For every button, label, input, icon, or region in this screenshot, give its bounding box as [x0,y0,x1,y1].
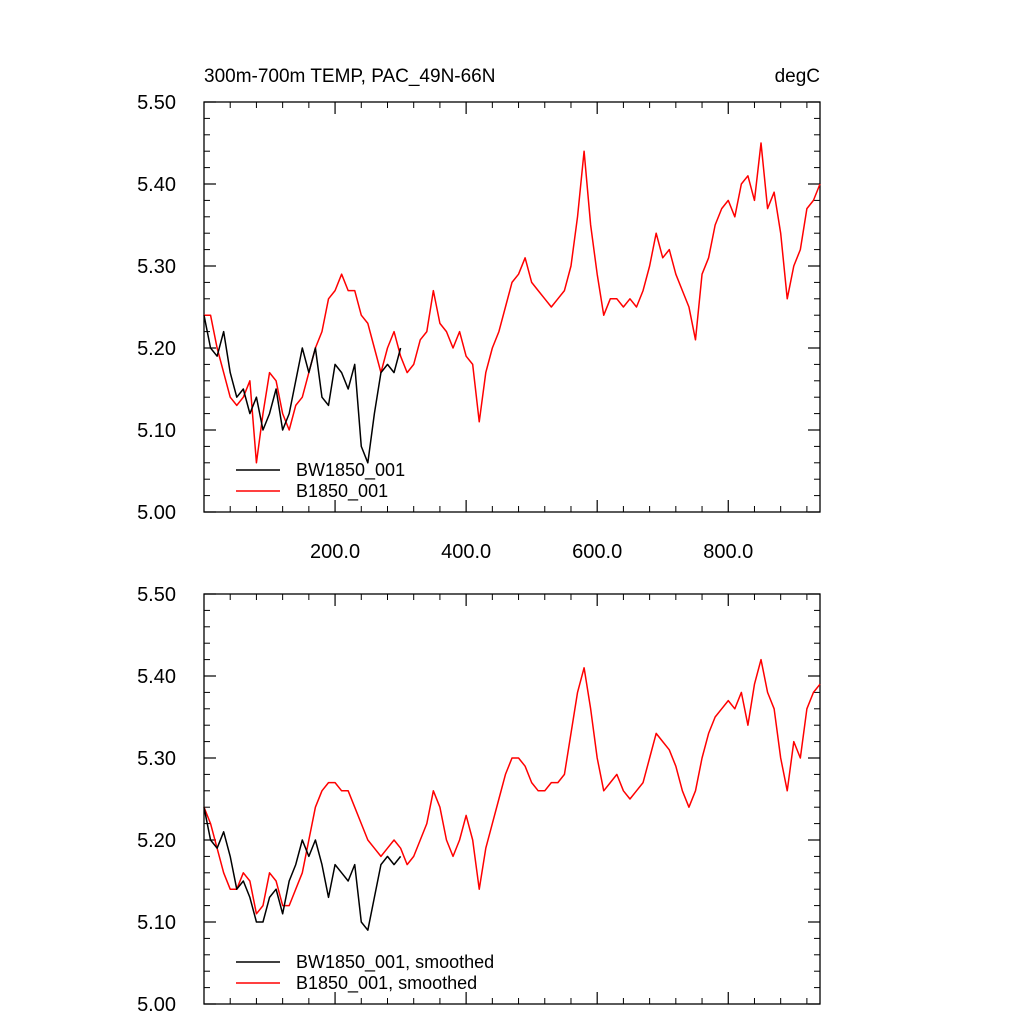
top-x-tick-label: 200.0 [310,541,360,563]
bottom-series-group [203,658,821,931]
bottom-y-tick-label: 5.30 [137,748,176,770]
bottom-y-tick-label: 5.20 [137,830,176,852]
top-y-tick-label: 5.00 [137,502,176,524]
bottom-y-tick-label: 5.50 [137,584,176,606]
top-ticks: 5.00 5.10 5.20 5.30 5.40 5.50 200.0 400.0 600.0 8… [137,92,820,563]
top-panel: 300m-700m TEMP, PAC_49N-66N degC 5.00 5.1… [137,66,821,563]
top-x-tick-label: 400.0 [441,541,491,563]
bottom-legend-label: B1850_001, smoothed [296,973,477,994]
top-y-tick-label: 5.10 [137,420,176,442]
top-y-tick-label: 5.50 [137,92,176,114]
top-x-tick-label: 600.0 [572,541,622,563]
top-legend-label: BW1850_001 [296,460,405,481]
top-title: 300m-700m TEMP, PAC_49N-66N [204,66,495,87]
bottom-legend-label: BW1850_001, smoothed [296,952,494,973]
bottom-y-tick-label: 5.40 [137,666,176,688]
top-frame [203,101,821,513]
bottom-y-tick-label: 5.00 [137,994,176,1016]
top-series-line [204,142,821,464]
bottom-y-tick-label: 5.10 [137,912,176,934]
top-units: degC [775,66,820,87]
bottom-series-line [203,807,402,931]
top-series-line [203,315,402,464]
top-y-tick-label: 5.20 [137,338,176,360]
bottom-series-line [203,658,821,915]
top-x-tick-label: 800.0 [703,541,753,563]
bottom-ticks: 5.00 5.10 5.20 5.30 5.40 5.50 [137,584,820,1016]
bottom-frame [203,593,821,1005]
top-series-group [203,142,821,464]
top-legend-label: B1850_001 [296,481,388,502]
bottom-panel: 5.00 5.10 5.20 5.30 5.40 5.50 BW1850_001, smo… [137,584,821,1016]
top-y-tick-label: 5.40 [137,174,176,196]
top-y-tick-label: 5.30 [137,256,176,278]
